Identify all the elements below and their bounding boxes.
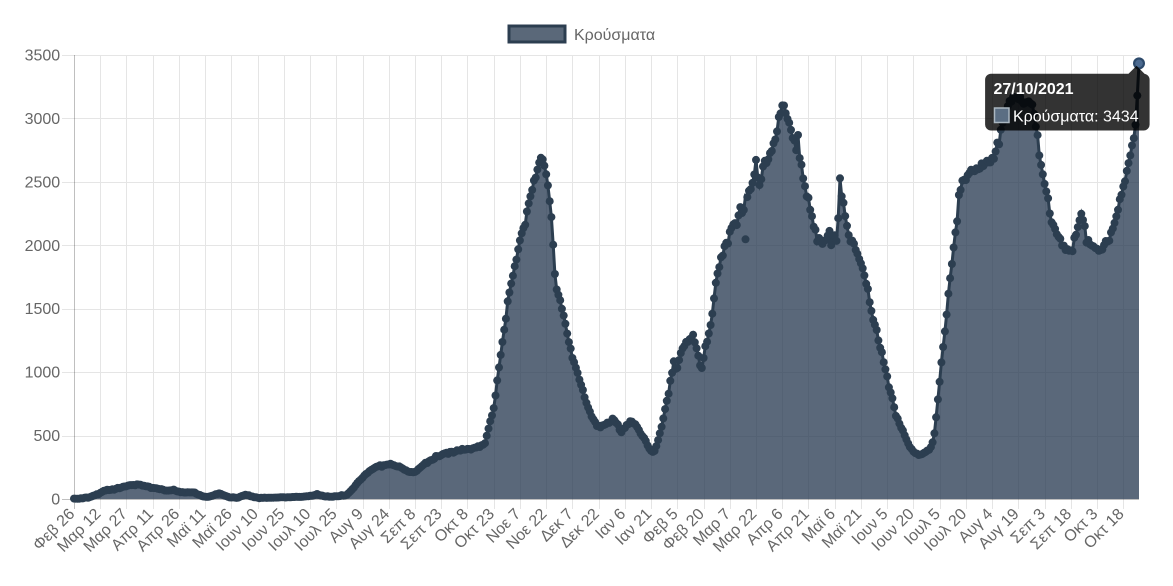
- svg-text:3500: 3500: [25, 48, 61, 65]
- svg-text:1500: 1500: [25, 301, 61, 318]
- svg-text:27/10/2021: 27/10/2021: [994, 81, 1074, 98]
- svg-text:1000: 1000: [25, 365, 61, 382]
- svg-text:3000: 3000: [25, 111, 61, 128]
- svg-text:2500: 2500: [25, 174, 61, 191]
- svg-text:0: 0: [51, 492, 60, 509]
- svg-text:Κρούσματα: Κρούσματα: [574, 27, 655, 44]
- svg-text:500: 500: [33, 428, 60, 445]
- svg-text:2000: 2000: [25, 238, 61, 255]
- svg-text:Κρούσματα: 3434: Κρούσματα: 3434: [1013, 109, 1139, 126]
